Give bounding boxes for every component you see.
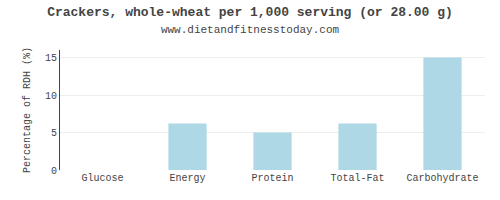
svg-text:Carbohydrate: Carbohydrate: [406, 173, 478, 184]
svg-text:5: 5: [51, 128, 57, 139]
svg-text:10: 10: [45, 91, 57, 102]
svg-text:15: 15: [45, 53, 57, 64]
svg-text:Protein: Protein: [251, 173, 293, 184]
svg-text:Energy: Energy: [169, 173, 205, 184]
svg-text:Percentage of RDH (%): Percentage of RDH (%): [22, 47, 33, 173]
svg-text:Total-Fat: Total-Fat: [330, 173, 384, 184]
svg-text:Crackers, whole-wheat per 1,00: Crackers, whole-wheat per 1,000 serving …: [47, 5, 453, 36]
svg-text:Glucose: Glucose: [81, 173, 123, 184]
svg-text:0: 0: [51, 166, 57, 177]
